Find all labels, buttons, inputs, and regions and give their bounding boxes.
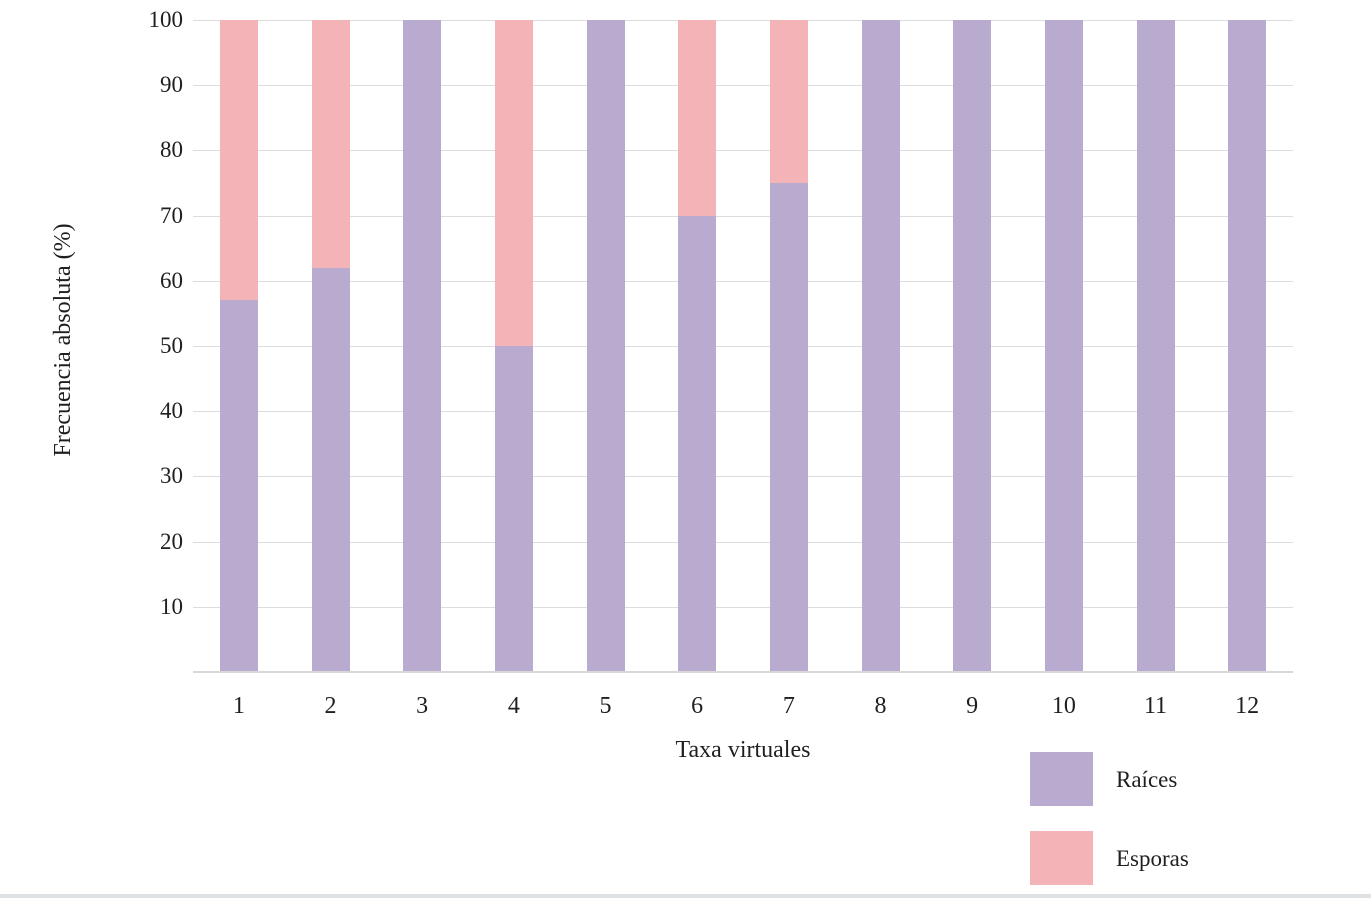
bar-5-raices xyxy=(586,20,625,672)
y-tick-label-20: 20 xyxy=(160,528,183,554)
gridline-30 xyxy=(193,476,1293,478)
x-axis-title: Taxa virtuales xyxy=(675,737,811,763)
x-tick-label-10: 10 xyxy=(1051,693,1076,719)
y-tick-label-90: 90 xyxy=(160,72,183,98)
bar-12-raices xyxy=(1228,20,1267,672)
gridline-50 xyxy=(193,346,1293,347)
bar-3-raices xyxy=(403,20,442,672)
bar-4-raices xyxy=(494,346,533,672)
gridline-90 xyxy=(193,85,1293,87)
gridline-40 xyxy=(193,411,1293,413)
y-tick-label-40: 40 xyxy=(160,398,183,424)
x-tick-label-9: 9 xyxy=(966,693,979,719)
gridline-10 xyxy=(193,606,1293,608)
legend-item-raices: Raíces xyxy=(1030,752,1189,806)
legend: Raíces Esporas xyxy=(1030,752,1189,903)
x-tick-label-4: 4 xyxy=(507,693,520,719)
y-tick-label-10: 10 xyxy=(160,593,183,619)
x-tick-label-1: 1 xyxy=(232,693,245,719)
gridline-70 xyxy=(193,215,1293,217)
legend-swatch-esporas-icon xyxy=(1030,831,1093,885)
x-tick-label-7: 7 xyxy=(782,693,795,719)
x-tick-label-12: 12 xyxy=(1235,693,1260,719)
plot-area: Taxa virtuales 10 20 30 40 50 60 70 80 90 100 1 2 3 4… xyxy=(149,8,1293,762)
legend-item-esporas: Esporas xyxy=(1030,831,1189,885)
page-bottom-divider xyxy=(0,894,1371,898)
y-axis-title: Frecuencia absoluta (%) xyxy=(50,223,76,457)
gridline-100 xyxy=(193,20,1293,21)
bar-6-raices xyxy=(678,215,717,672)
legend-swatch-raices-icon xyxy=(1030,752,1093,806)
bar-1-raices xyxy=(219,300,258,672)
x-tick-label-11: 11 xyxy=(1143,693,1168,719)
bar-2-esporas xyxy=(311,20,350,268)
legend-label-esporas: Esporas xyxy=(1116,845,1189,871)
bar-1-esporas xyxy=(219,20,258,301)
y-tick-label-70: 70 xyxy=(160,202,183,228)
bar-8-raices xyxy=(861,20,900,672)
gridline-20 xyxy=(193,541,1293,543)
bar-7-esporas xyxy=(769,20,808,183)
bar-7-raices xyxy=(769,183,808,672)
x-axis-line xyxy=(193,671,1293,673)
y-tick-label-100: 100 xyxy=(148,7,184,33)
y-tick-label-30: 30 xyxy=(160,463,183,489)
x-tick-label-5: 5 xyxy=(599,693,612,719)
gridline-60 xyxy=(193,280,1293,282)
y-tick-label-50: 50 xyxy=(160,333,183,359)
bar-6-esporas xyxy=(678,20,717,216)
x-tick-label-2: 2 xyxy=(324,693,337,719)
bar-10-raices xyxy=(1044,20,1083,672)
x-tick-label-8: 8 xyxy=(874,693,887,719)
bar-4-esporas xyxy=(494,20,533,346)
x-tick-label-3: 3 xyxy=(416,693,429,719)
x-tick-label-6: 6 xyxy=(691,693,704,719)
bar-2-raices xyxy=(311,267,350,672)
y-tick-label-80: 80 xyxy=(160,137,183,163)
legend-label-raices: Raíces xyxy=(1116,766,1178,792)
gridline-80 xyxy=(193,150,1293,152)
y-tick-label-60: 60 xyxy=(160,267,183,293)
bar-11-raices xyxy=(1136,20,1175,672)
bar-9-raices xyxy=(953,20,992,672)
